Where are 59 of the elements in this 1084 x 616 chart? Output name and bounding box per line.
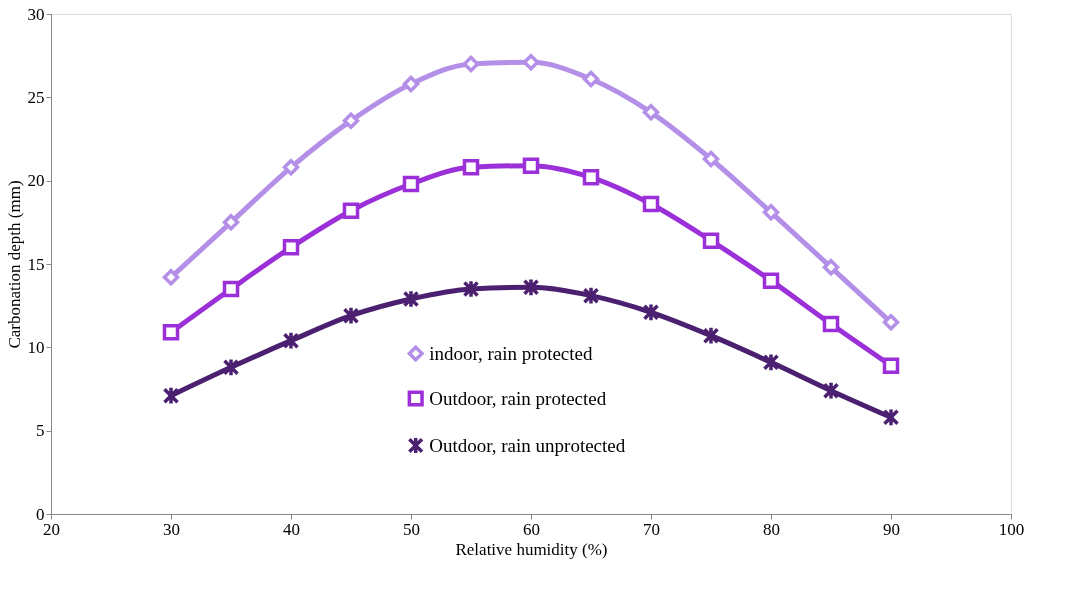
point [462,55,480,73]
legend-label: Outdoor, rain unprotected [429,434,626,456]
point [282,331,300,351]
point [702,232,720,249]
point [402,289,420,309]
x-tick-label: 70 [643,519,660,539]
point [882,314,900,331]
point [522,277,540,297]
point [462,279,480,299]
x-tick-label: 60 [523,519,540,539]
point [222,280,240,298]
x-tick-label: 30 [163,519,180,539]
point [762,352,780,372]
point [342,112,360,129]
x-tick-label: 40 [283,519,300,539]
point [822,315,840,333]
legend-label: Outdoor, rain protected [429,387,607,409]
point [402,75,420,93]
y-tick-label: 20 [27,171,45,191]
point [882,407,900,427]
point [642,104,660,121]
point [762,204,780,221]
point [582,286,600,306]
point [522,54,540,71]
point [162,269,180,286]
point [702,326,720,346]
point [582,70,600,88]
point [162,386,180,406]
y-axis-title: Carbonation depth (mm) [4,180,24,349]
y-tick-label: 5 [36,421,45,441]
point [222,357,240,377]
point [342,202,360,219]
legend-label: indoor, rain protected [429,342,594,364]
y-tick-label: 0 [36,504,45,524]
point [582,169,600,186]
point [162,324,180,341]
point [522,157,540,174]
point [762,272,780,289]
y-tick-label: 30 [27,4,45,24]
x-axis-title: Relative humidity (%) [455,539,608,559]
y-tick-label: 15 [27,254,45,274]
x-tick-label: 80 [763,519,780,539]
point [822,259,840,276]
point [702,150,720,168]
point [342,306,360,326]
point [402,175,420,193]
y-tick-label: 25 [27,87,45,107]
point [462,159,480,176]
point [222,214,240,231]
y-tick-label: 10 [27,337,45,357]
point [822,381,840,401]
x-tick-label: 90 [883,519,900,539]
point [882,357,900,374]
point [282,239,300,256]
x-tick-label: 50 [403,519,420,539]
x-tick-label: 100 [998,519,1025,539]
point [642,302,660,322]
point [282,159,300,176]
point [642,195,660,213]
